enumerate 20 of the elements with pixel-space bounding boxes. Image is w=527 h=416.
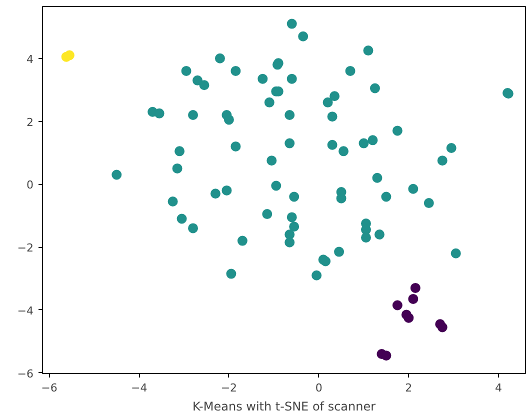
x-tick-label: −2 [220, 382, 238, 394]
x-tick-label: 0 [315, 382, 322, 394]
point [410, 282, 420, 293]
y-tick-label: −2 [17, 242, 34, 255]
x-tick-label: 2 [405, 382, 412, 394]
x-axis-title: K-Means with t-SNE of scanner [192, 400, 376, 414]
point [408, 294, 418, 304]
y-tick-label: 0 [26, 178, 34, 192]
x-tick-label: −6 [41, 382, 58, 394]
y-tick-label: −4 [17, 304, 34, 318]
y-tick-label: −6 [17, 367, 34, 380]
y-tick-label: 2 [26, 116, 34, 129]
point [381, 350, 392, 361]
point [437, 322, 448, 332]
point [392, 300, 402, 310]
y-tick-label: 4 [26, 52, 34, 66]
point [64, 50, 74, 60]
point [404, 312, 414, 323]
x-tick-label: −4 [130, 382, 148, 394]
x-tick-label: 4 [495, 382, 502, 394]
